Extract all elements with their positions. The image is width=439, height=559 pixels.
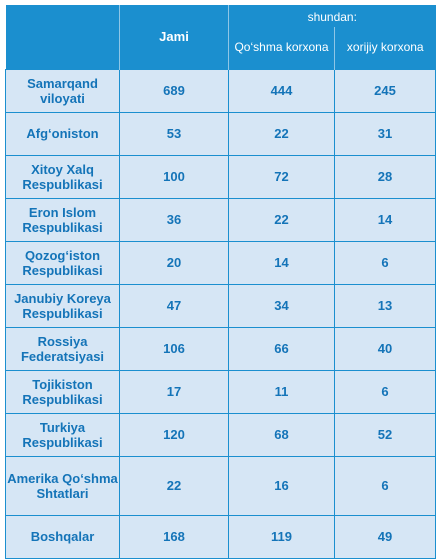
row-country: Xitoy Xalq Respublikasi [5,154,120,199]
row-xorijiy: 6 [333,369,437,414]
row-xorijiy: 49 [333,514,437,559]
row-jami: 20 [119,240,229,285]
row-country: Rossiya Federatsiyasi [5,326,120,371]
row-qoshma: 11 [228,369,335,414]
row-qoshma: 444 [228,68,335,113]
header-corner-cell [5,5,120,69]
row-jami: 120 [119,412,229,457]
row-jami: 689 [119,68,229,113]
table-row: Samarqand viloyati 689 444 245 [5,68,437,113]
header-xorijiy-korxona: xorijiy korxona [333,27,436,69]
row-xorijiy: 245 [333,68,437,113]
row-xorijiy: 6 [333,455,437,516]
row-qoshma: 34 [228,283,335,328]
row-qoshma: 72 [228,154,335,199]
row-jami: 168 [119,514,229,559]
row-xorijiy: 28 [333,154,437,199]
row-qoshma: 22 [228,197,335,242]
table-row: Tojikiston Respublikasi 17 11 6 [5,369,437,414]
table-row: Qozog‘iston Respublikasi 20 14 6 [5,240,437,285]
row-xorijiy: 31 [333,111,437,156]
row-xorijiy: 14 [333,197,437,242]
row-qoshma: 16 [228,455,335,516]
row-qoshma: 68 [228,412,335,457]
row-qoshma: 14 [228,240,335,285]
row-country: Afg‘oniston [5,111,120,156]
row-country: Qozog‘iston Respublikasi [5,240,120,285]
row-country: Janubiy Koreya Respublikasi [5,283,120,328]
enterprises-table-container: Jami shundan: Qo‘shma korxona xorijiy ko… [5,5,437,559]
row-xorijiy: 40 [333,326,437,371]
row-qoshma: 66 [228,326,335,371]
row-xorijiy: 52 [333,412,437,457]
row-country: Samarqand viloyati [5,68,120,113]
table-row: Amerika Qo‘shma Shtatlari 22 16 6 [5,455,437,516]
header-shundan: shundan: [228,5,436,27]
row-qoshma: 119 [228,514,335,559]
row-country: Boshqalar [5,514,120,559]
enterprises-table: Jami shundan: Qo‘shma korxona xorijiy ko… [5,5,437,559]
row-country: Tojikiston Respublikasi [5,369,120,414]
table-row: Turkiya Respublikasi 120 68 52 [5,412,437,457]
row-jami: 100 [119,154,229,199]
row-jami: 47 [119,283,229,328]
table-row: Xitoy Xalq Respublikasi 100 72 28 [5,154,437,199]
table-row: Eron Islom Respublikasi 36 22 14 [5,197,437,242]
row-qoshma: 22 [228,111,335,156]
header-jami: Jami [119,5,229,69]
table-row: Boshqalar 168 119 49 [5,514,437,559]
table-row: Afg‘oniston 53 22 31 [5,111,437,156]
row-jami: 106 [119,326,229,371]
table-row: Janubiy Koreya Respublikasi 47 34 13 [5,283,437,328]
table-body: Samarqand viloyati 689 444 245 Afg‘onist… [5,68,437,559]
row-jami: 17 [119,369,229,414]
header-qoshma-korxona: Qo‘shma korxona [228,27,335,69]
row-country: Turkiya Respublikasi [5,412,120,457]
row-jami: 36 [119,197,229,242]
row-jami: 22 [119,455,229,516]
row-country: Amerika Qo‘shma Shtatlari [5,455,120,516]
table-header: Jami shundan: Qo‘shma korxona xorijiy ko… [5,5,436,69]
row-jami: 53 [119,111,229,156]
row-xorijiy: 6 [333,240,437,285]
row-country: Eron Islom Respublikasi [5,197,120,242]
row-xorijiy: 13 [333,283,437,328]
table-row: Rossiya Federatsiyasi 106 66 40 [5,326,437,371]
